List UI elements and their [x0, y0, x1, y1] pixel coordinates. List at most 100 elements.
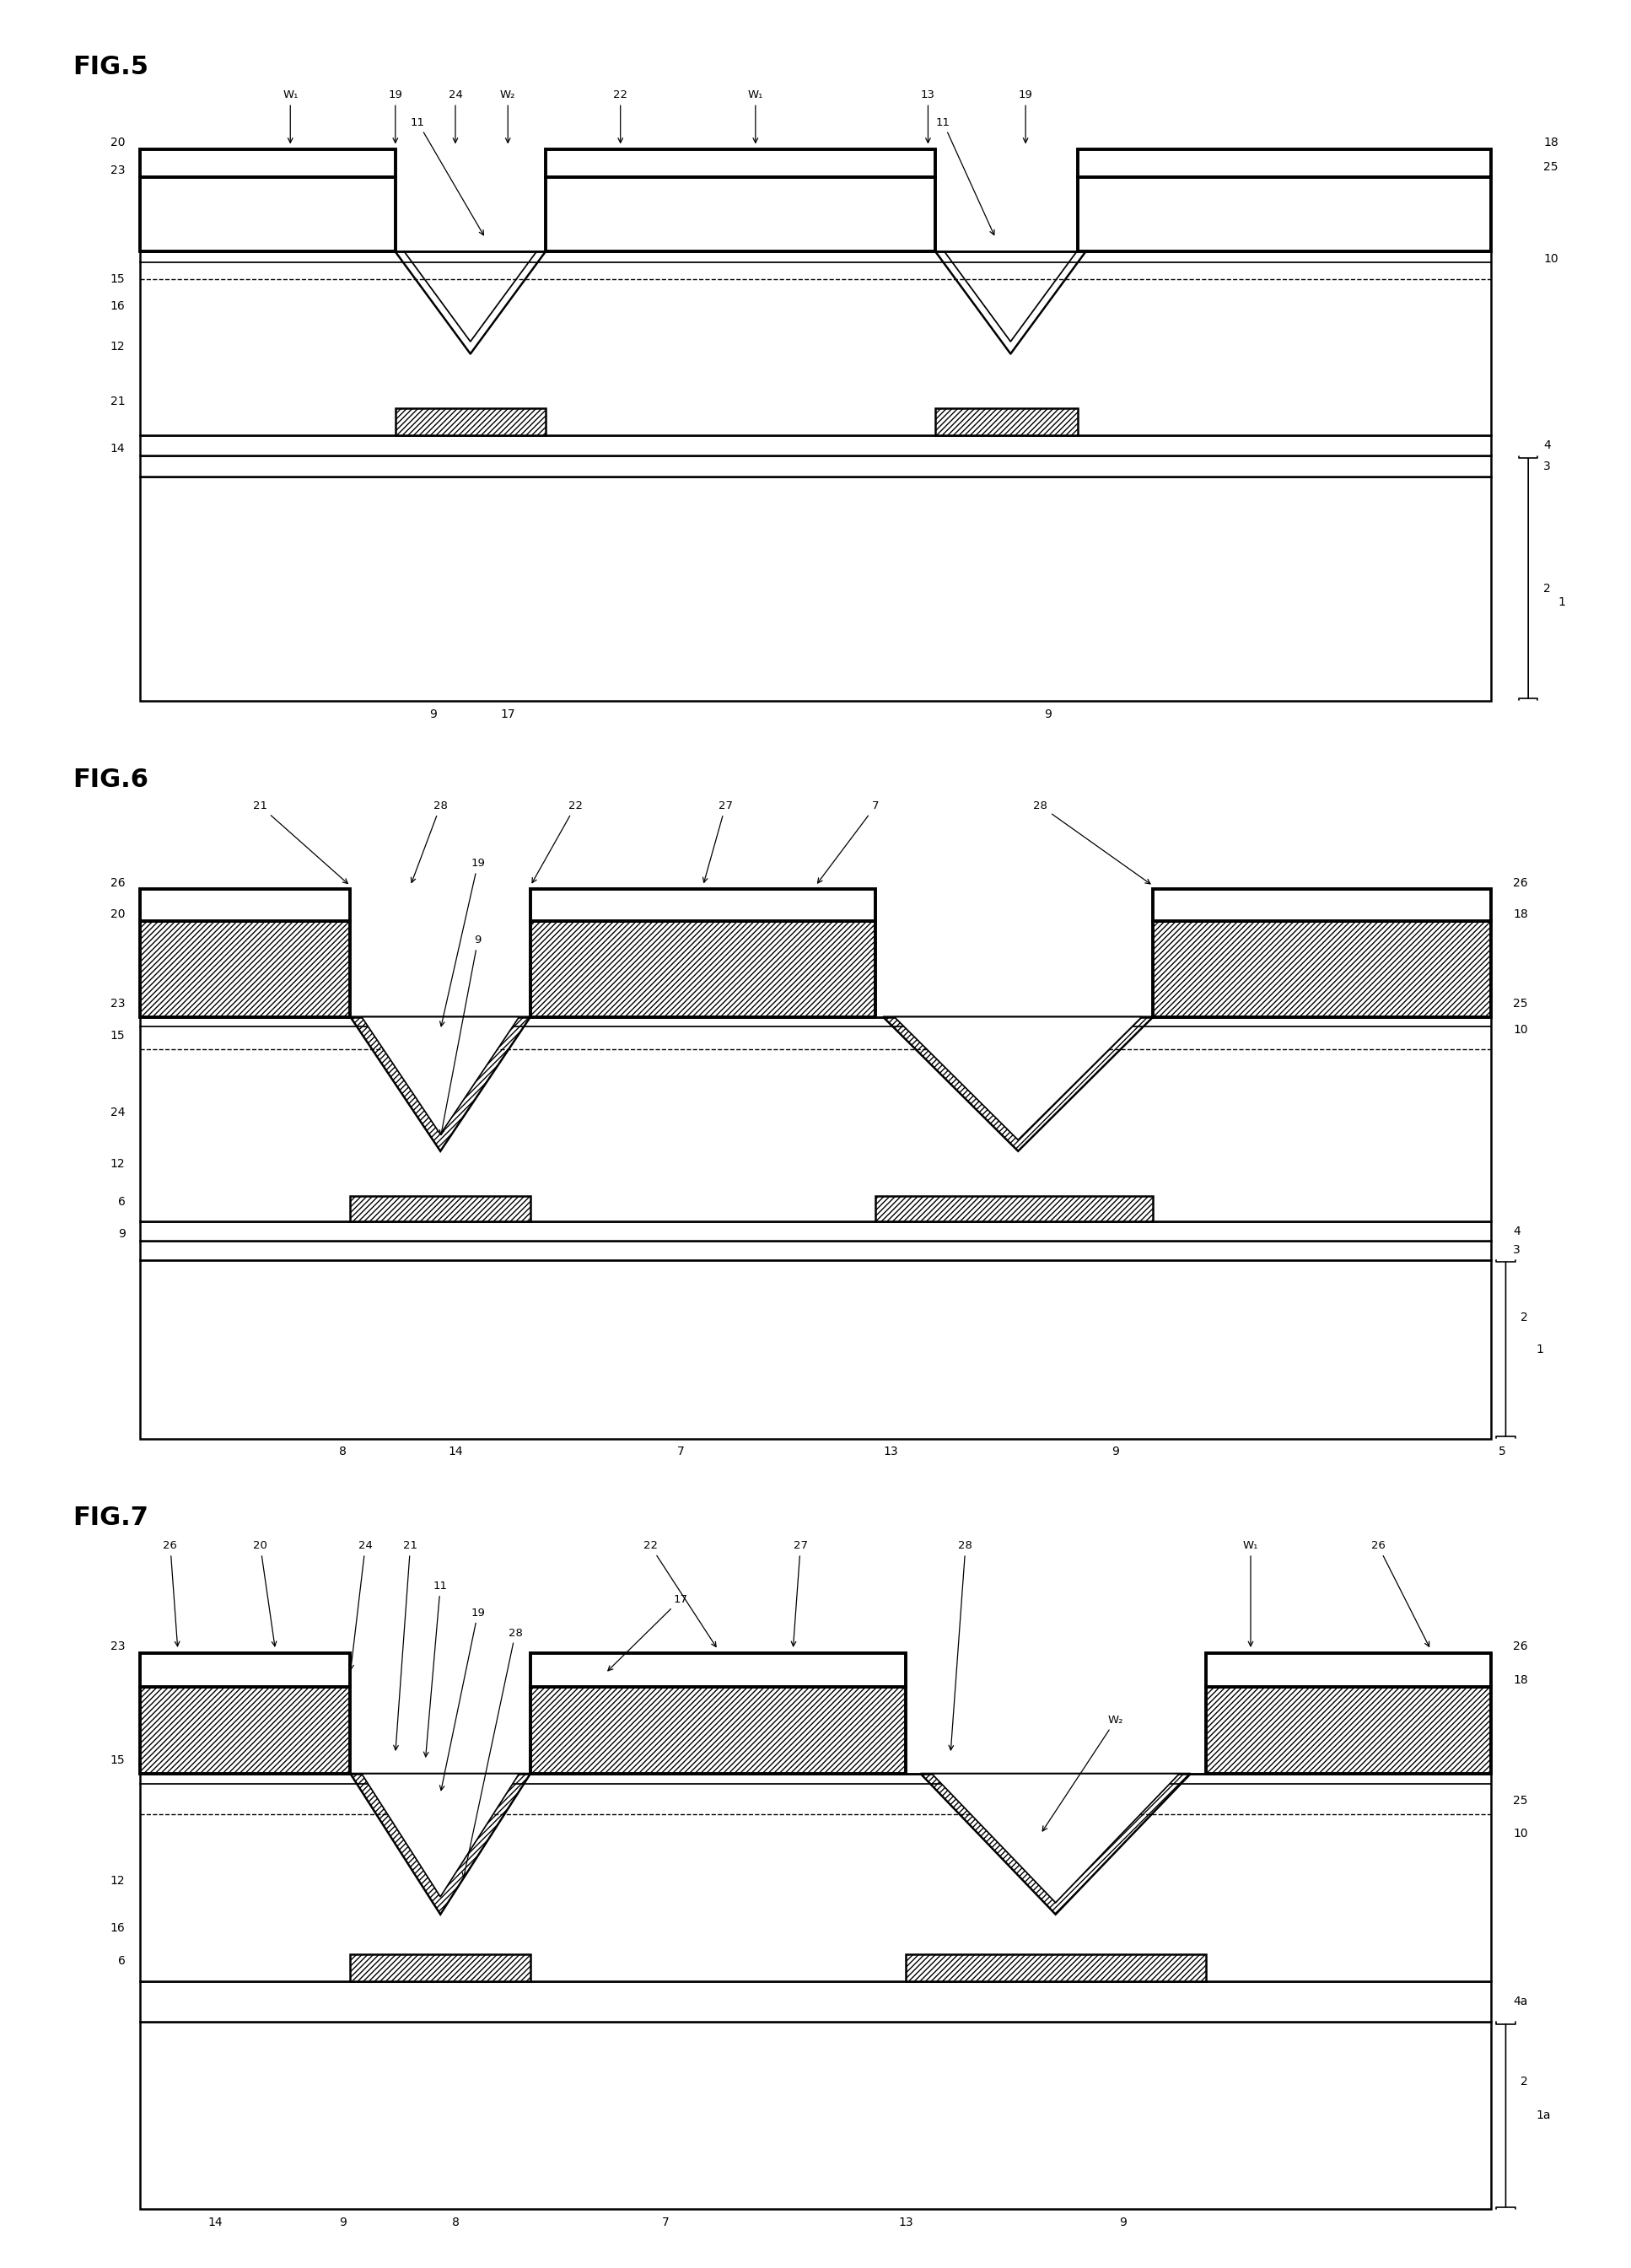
Bar — [905, 1955, 1205, 1982]
Bar — [140, 435, 1491, 456]
Text: 26: 26 — [1514, 1640, 1528, 1653]
Text: 2: 2 — [1543, 583, 1551, 594]
Text: 9: 9 — [440, 934, 481, 1134]
Text: 2: 2 — [1520, 1311, 1528, 1322]
Text: 25: 25 — [1514, 1794, 1528, 1805]
Text: 24: 24 — [111, 1107, 126, 1118]
Text: 13: 13 — [882, 1445, 899, 1458]
Bar — [351, 1955, 530, 1982]
Text: 9: 9 — [429, 708, 437, 721]
Text: 13: 13 — [899, 2216, 913, 2229]
Bar — [140, 252, 1491, 435]
Text: 28: 28 — [1034, 801, 1150, 885]
Text: 20: 20 — [111, 909, 126, 921]
Bar — [1078, 177, 1491, 252]
Text: 26: 26 — [1372, 1540, 1429, 1647]
Text: 25: 25 — [1543, 161, 1558, 172]
Bar — [1153, 921, 1491, 1016]
Text: 20: 20 — [111, 136, 126, 150]
Bar — [1205, 1653, 1491, 1687]
Bar — [545, 177, 936, 252]
Text: 24: 24 — [349, 1540, 372, 1669]
Bar — [1078, 150, 1491, 177]
Text: 25: 25 — [1514, 998, 1528, 1009]
Text: 12: 12 — [111, 1159, 126, 1170]
Text: 11: 11 — [936, 118, 995, 236]
Bar — [140, 1259, 1491, 1438]
Text: FIG.7: FIG.7 — [73, 1506, 148, 1531]
Polygon shape — [920, 1774, 1191, 1914]
Text: 24: 24 — [449, 91, 463, 143]
Text: 18: 18 — [1543, 136, 1558, 150]
Bar — [140, 1222, 1491, 1241]
Text: 21: 21 — [253, 801, 347, 885]
Text: 4a: 4a — [1514, 1996, 1528, 2007]
Text: 7: 7 — [817, 801, 879, 882]
Polygon shape — [351, 1774, 530, 1914]
Text: W₁: W₁ — [282, 91, 298, 143]
Bar — [1153, 889, 1491, 921]
Bar — [140, 1016, 1491, 1222]
Bar — [545, 150, 936, 177]
Text: 21: 21 — [111, 395, 126, 408]
Text: 22: 22 — [613, 91, 628, 143]
Text: 27: 27 — [791, 1540, 807, 1647]
Bar — [140, 177, 395, 252]
Bar — [395, 408, 545, 435]
Text: 14: 14 — [207, 2216, 223, 2229]
Bar — [530, 889, 876, 921]
Text: 11: 11 — [424, 1581, 447, 1758]
Text: 23: 23 — [111, 1640, 126, 1653]
Text: 27: 27 — [703, 801, 732, 882]
Bar — [140, 1774, 1491, 1982]
Bar — [530, 1687, 905, 1774]
Bar — [351, 1195, 530, 1222]
Polygon shape — [362, 1016, 519, 1134]
Text: 6: 6 — [117, 1195, 126, 1209]
Bar — [140, 1653, 351, 1687]
Text: 17: 17 — [608, 1594, 688, 1672]
Text: 18: 18 — [1514, 1674, 1528, 1685]
Text: 26: 26 — [163, 1540, 179, 1647]
Text: 8: 8 — [339, 1445, 346, 1458]
Text: 22: 22 — [532, 801, 582, 882]
Text: 19: 19 — [440, 857, 484, 1025]
Bar — [140, 1982, 1491, 2021]
Text: 6: 6 — [117, 1955, 126, 1966]
Text: 19: 19 — [440, 1608, 484, 1789]
Text: 4: 4 — [1514, 1225, 1520, 1236]
Text: 28: 28 — [949, 1540, 972, 1751]
Bar — [140, 889, 351, 921]
Text: 1: 1 — [1536, 1343, 1543, 1356]
Text: 20: 20 — [253, 1540, 277, 1647]
Text: 3: 3 — [1543, 460, 1551, 472]
Text: 18: 18 — [1514, 909, 1528, 921]
Polygon shape — [362, 1774, 519, 1896]
Text: 13: 13 — [922, 91, 935, 143]
Text: 1a: 1a — [1536, 2109, 1551, 2121]
Text: 4: 4 — [1543, 440, 1551, 451]
Bar — [1205, 1687, 1491, 1774]
Text: W₂: W₂ — [501, 91, 515, 143]
Text: 12: 12 — [111, 340, 126, 354]
Text: 10: 10 — [1514, 1828, 1528, 1839]
Text: 9: 9 — [339, 2216, 346, 2229]
Text: 9: 9 — [1119, 2216, 1127, 2229]
Text: 11: 11 — [411, 118, 484, 236]
Text: 9: 9 — [1112, 1445, 1119, 1458]
Text: 15: 15 — [111, 272, 126, 286]
Text: W₁: W₁ — [1243, 1540, 1259, 1647]
Text: 10: 10 — [1543, 252, 1558, 265]
Text: FIG.6: FIG.6 — [73, 767, 148, 792]
Bar — [140, 2021, 1491, 2209]
Text: 19: 19 — [1018, 91, 1032, 143]
Bar — [530, 1653, 905, 1687]
Text: 23: 23 — [111, 998, 126, 1009]
Text: 26: 26 — [1514, 878, 1528, 889]
Text: 8: 8 — [452, 2216, 458, 2229]
Bar — [530, 921, 876, 1016]
Text: 15: 15 — [111, 1030, 126, 1041]
Text: 26: 26 — [111, 878, 126, 889]
Polygon shape — [882, 1016, 1153, 1152]
Text: 28: 28 — [462, 1628, 522, 1878]
